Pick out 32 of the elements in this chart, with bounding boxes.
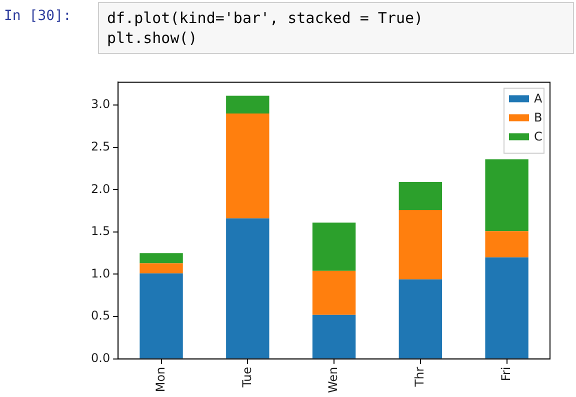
bar xyxy=(398,210,442,280)
x-tick-label: Tue xyxy=(240,366,254,388)
text: df.plot(kind='bar', stacked = True) plt.show() xyxy=(98,2,574,54)
bar xyxy=(226,96,270,114)
bar xyxy=(226,218,270,358)
y-tick-label: 1.0 xyxy=(90,266,110,280)
y-tick-label: 2.5 xyxy=(90,139,110,154)
y-tick-label: 3.0 xyxy=(90,97,110,112)
bar xyxy=(312,270,356,315)
x-tick-label: Wen xyxy=(326,366,340,394)
bar xyxy=(140,273,183,358)
y-tick-label: 0.5 xyxy=(90,308,110,323)
text: In [30]: xyxy=(4,8,72,24)
bar xyxy=(226,114,270,218)
bar xyxy=(485,159,528,232)
bar xyxy=(140,253,183,264)
legend-label: C xyxy=(534,129,542,144)
legend-label: A xyxy=(534,91,543,106)
x-tick-label: Thr xyxy=(412,366,427,388)
x-tick-label: Mon xyxy=(153,366,168,392)
x-tick-label: Fri xyxy=(498,366,513,382)
y-tick-label: 1.5 xyxy=(90,224,110,238)
bar xyxy=(312,314,356,358)
y-tick-label: 2.0 xyxy=(90,182,110,196)
bar xyxy=(398,279,442,358)
y-tick-label: 0.0 xyxy=(90,350,110,365)
bar xyxy=(140,263,183,274)
bar xyxy=(485,257,528,358)
bar xyxy=(398,182,442,210)
bar xyxy=(312,222,356,271)
bar xyxy=(485,231,528,258)
legend-label: B xyxy=(534,110,542,124)
